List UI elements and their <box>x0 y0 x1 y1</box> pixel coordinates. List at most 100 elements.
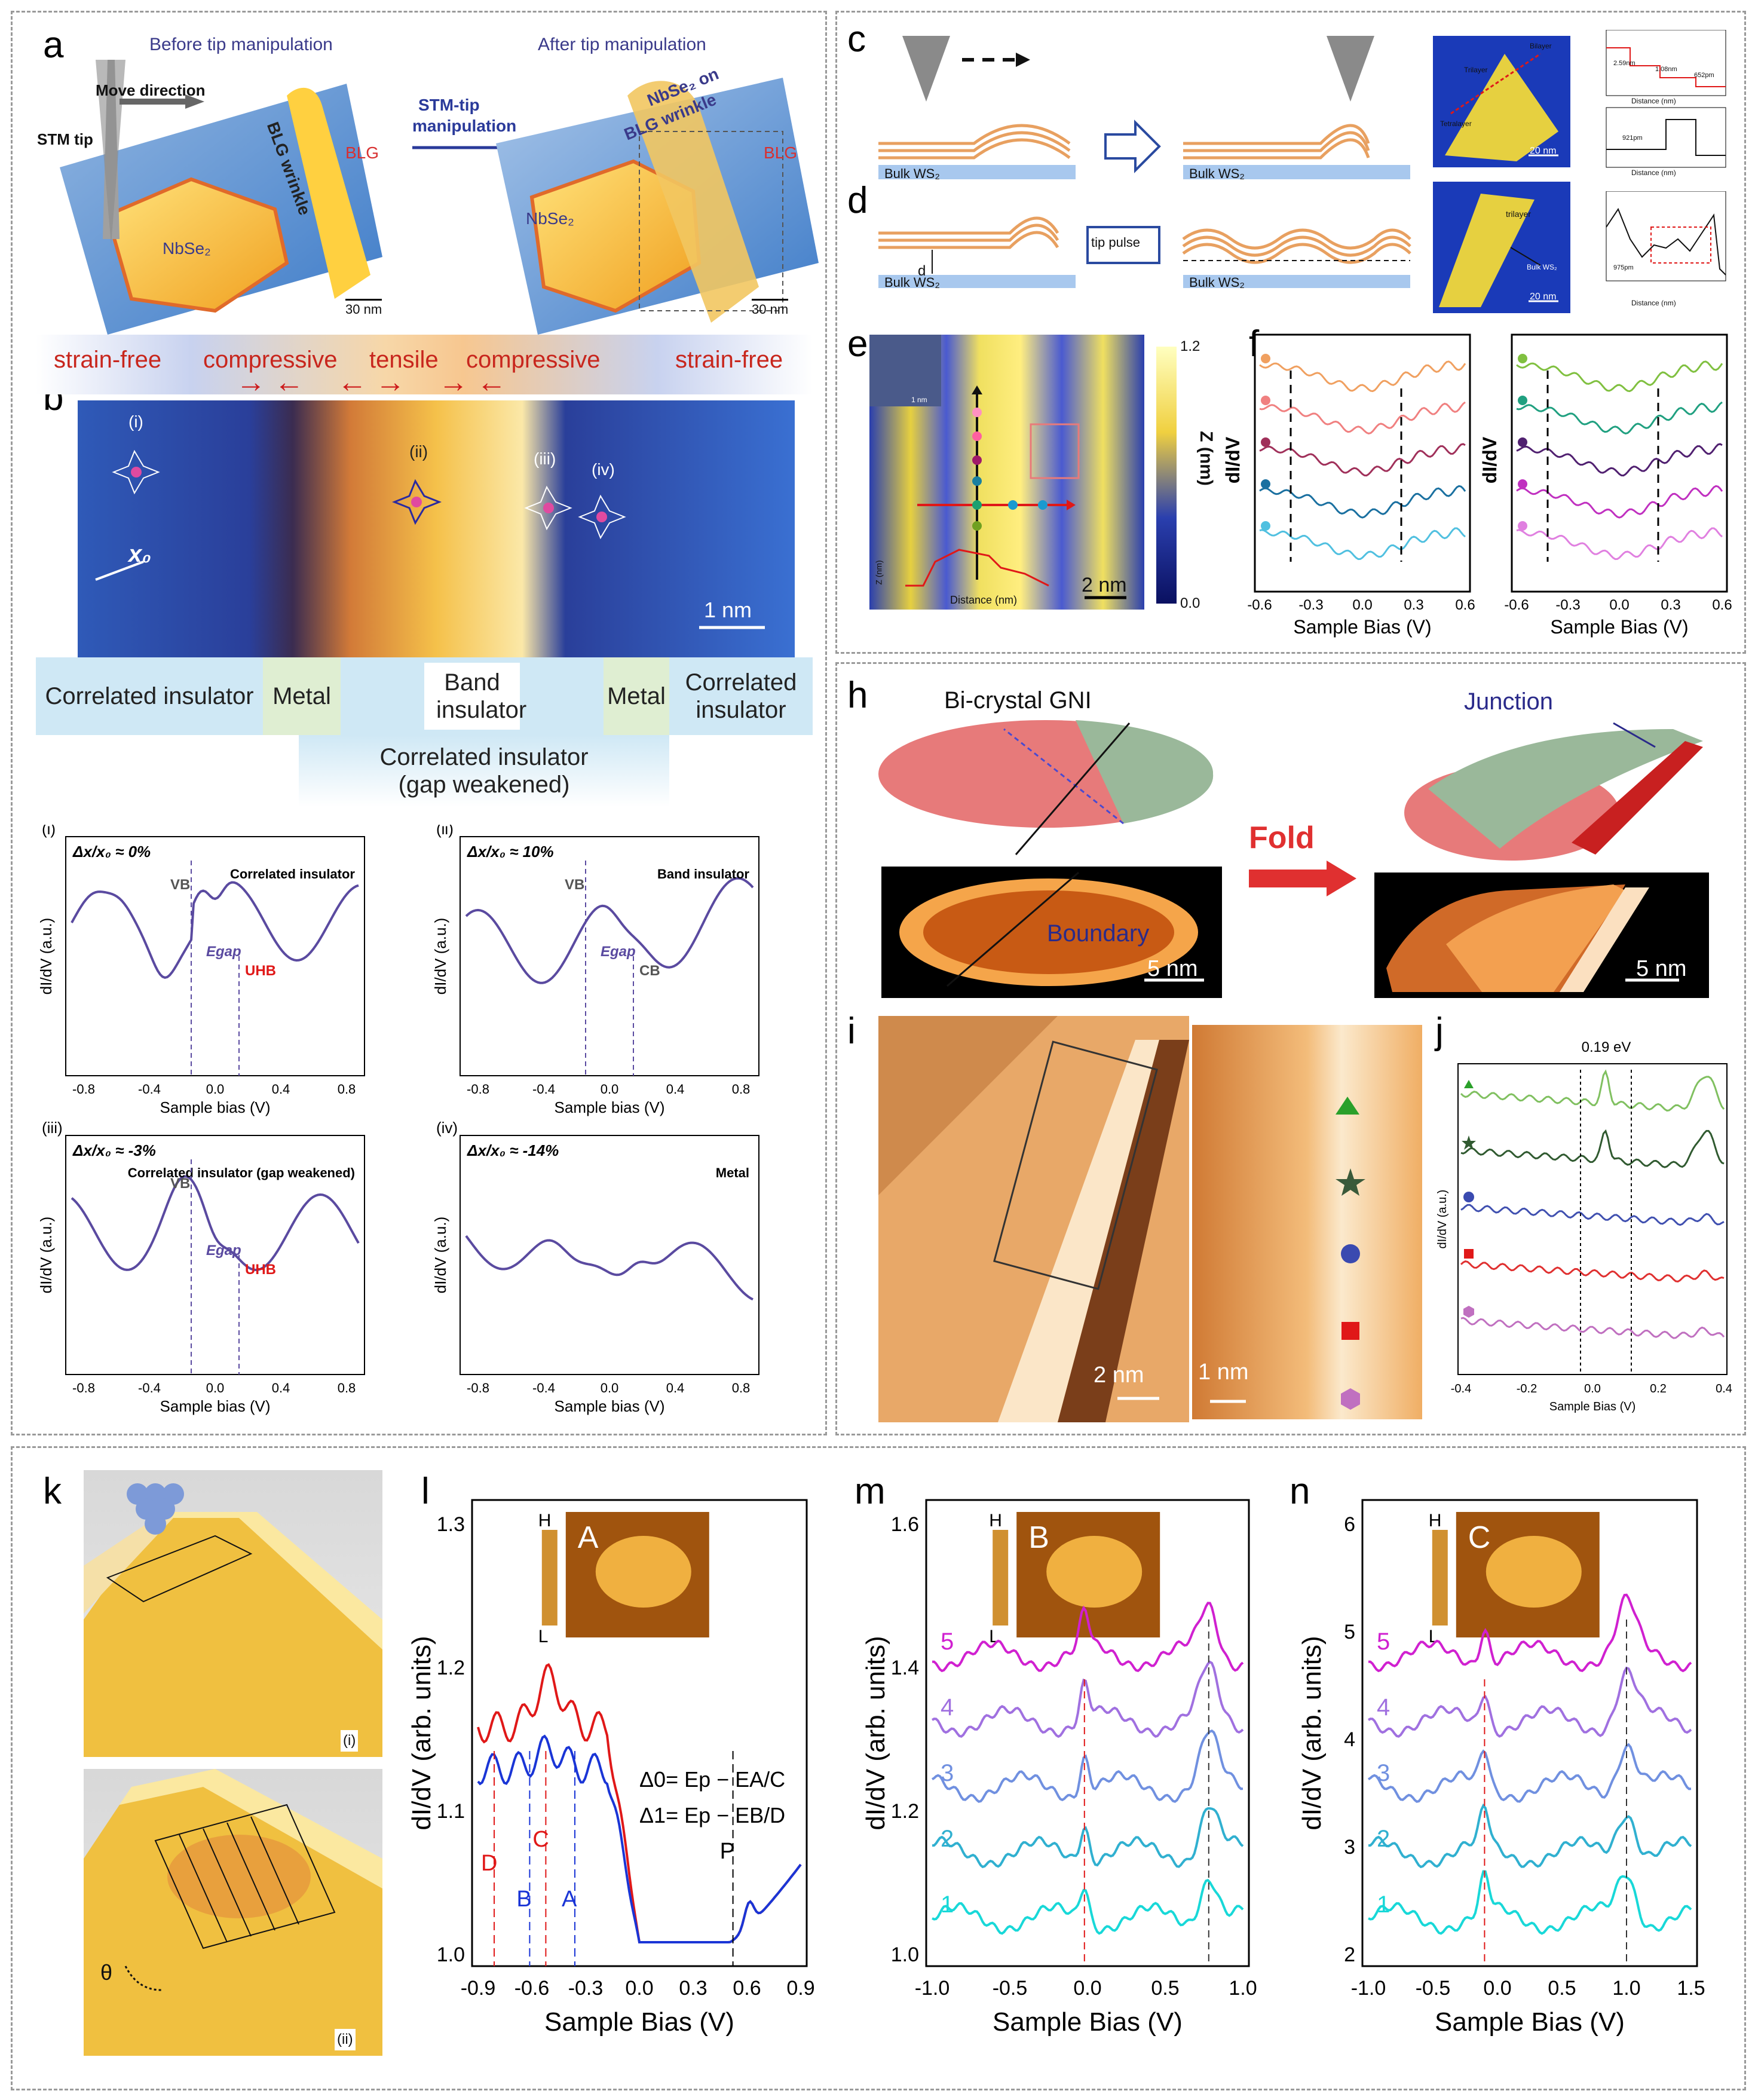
bilayer-c: Bilayer <box>1530 42 1552 50</box>
lspec-inset-label: A <box>578 1520 599 1555</box>
c-val-2: 1.08nm <box>1655 66 1677 73</box>
spectrum-f-curve <box>1259 401 1466 434</box>
nspec-inset-feature <box>1486 1536 1582 1608</box>
spectrum-f-tick: 0.0 <box>1352 597 1372 613</box>
panel-label-j: j <box>1435 1011 1444 1052</box>
spectrum-b-type: Band insulator <box>657 867 749 881</box>
spectrum-b-label: VB <box>170 1175 190 1192</box>
mspec-ytick: 1.2 <box>891 1800 919 1823</box>
spectrum-b-strain: Δx/x₀ ≈ 0% <box>72 843 151 861</box>
scale-h-right: 5 nm <box>1636 956 1687 981</box>
fold-label: Fold <box>1249 821 1315 855</box>
nspec-ytick: 3 <box>1344 1836 1355 1859</box>
spectrum-b-strain: Δx/x₀ ≈ -14% <box>467 1141 559 1159</box>
spectrum-g-tick: 0.0 <box>1609 597 1629 613</box>
mspec-curve-label: 2 <box>941 1826 954 1852</box>
spectrum-b-tick: 0.4 <box>666 1082 685 1097</box>
panel-i-stm-large <box>878 1016 1189 1422</box>
spectrum-b-frame-1 <box>65 836 365 1076</box>
panel-c-stm-image <box>1433 36 1570 167</box>
spectrum-b-ylabel: dI/dV (a.u.) <box>431 918 449 995</box>
spectrum-f-tick: 0.3 <box>1404 597 1423 613</box>
nspec-xtick: -0.5 <box>1416 1977 1451 2000</box>
scale-i-right: 1 nm <box>1198 1360 1249 1385</box>
spectrum-g-marker <box>1518 521 1527 531</box>
lspec-ytick: 1.2 <box>437 1657 465 1679</box>
scale-e: 2 nm <box>1082 574 1127 596</box>
junction-label: Junction <box>1464 688 1553 715</box>
lspec-xlabel: Sample Bias (V) <box>544 2007 734 2037</box>
spectrum-g-marker <box>1518 479 1527 489</box>
panel-label-d: d <box>847 180 868 221</box>
d-label: d <box>918 263 926 279</box>
mspec-inset-cbar <box>993 1530 1009 1625</box>
spectrum-g-tick: 0.6 <box>1712 597 1732 613</box>
spectrum-g-xlabel: Sample Bias (V) <box>1550 616 1688 638</box>
panel-label-h: h <box>847 675 868 716</box>
fold-arrow <box>1249 861 1356 896</box>
stm-manip-arrow-label-2: manipulation <box>412 117 517 135</box>
nspec-curve-label: 2 <box>1377 1826 1390 1852</box>
spectrum-g-tick: -0.6 <box>1504 597 1529 613</box>
spectrum-g-marker <box>1518 396 1527 405</box>
k-label-i: (i) <box>341 1730 359 1752</box>
spectrum-b-tick: -0.4 <box>532 1380 555 1395</box>
spectrum-l-marker-D: D <box>481 1851 497 1876</box>
spectra-g-frame <box>1511 333 1728 593</box>
spectrum-b-tick: 0.8 <box>338 1380 356 1395</box>
region-ci-weakened: Correlated insulator (gap weakened) <box>299 735 669 807</box>
spectrum-g-curve <box>1516 360 1723 393</box>
mspec-curve-label: 5 <box>941 1628 954 1655</box>
e-cbar-min: 0.0 <box>1180 595 1200 611</box>
spectrum-j-tick: 0.4 <box>1716 1382 1732 1395</box>
strain-free-left: strain-free <box>54 347 162 373</box>
scale-c: 20 nm <box>1530 146 1557 156</box>
nspec-ytick: 4 <box>1344 1728 1355 1751</box>
spectrum-b-tick: 0.0 <box>206 1082 225 1097</box>
spectrum-j-marker-star <box>1462 1135 1476 1150</box>
nspec-curve-label: 5 <box>1377 1628 1390 1655</box>
nspec-curve-4 <box>1368 1666 1692 1738</box>
spectrum-b-xlabel: Sample bias (V) <box>160 1397 271 1415</box>
spectrum-b-tag: (iii) <box>42 1119 63 1137</box>
c-distance-2: Distance (nm) <box>1631 169 1676 177</box>
panel-d-stm-image <box>1433 182 1570 313</box>
spectrum-b-1: -0.8 -0.4 0.0 0.4 0.8 Sample bias (V) dI/dV (a… <box>37 825 365 1116</box>
trilayer-d: trilayer <box>1506 209 1532 219</box>
c-val-3: 652pm <box>1694 72 1714 79</box>
spectrum-j-tick: 0.0 <box>1584 1382 1601 1395</box>
spectrum-b-label: Egap <box>206 944 241 960</box>
spectrum-b-2: -0.8 -0.4 0.0 0.4 0.8 Sample bias (V) dI/dV (a… <box>431 825 759 1116</box>
stm-tip-label: STM tip <box>37 130 93 148</box>
spectrum-j-curve <box>1460 1069 1725 1112</box>
spectrum-b-label: VB <box>170 877 190 893</box>
nspec-xlabel: Sample Bias (V) <box>1435 2007 1625 2037</box>
spectrum-l-marker-A: A <box>562 1887 577 1912</box>
spectrum-f-tick: -0.3 <box>1298 597 1323 613</box>
compressive-right: compressive <box>466 347 601 373</box>
spectra-f: -0.6 -0.3 0.0 0.3 0.6 Sample Bias (V) dI/dV <box>1222 333 1475 638</box>
lspec-xtick: -0.6 <box>514 1977 550 2000</box>
spectrum-b-label: UHB <box>245 963 276 979</box>
spectrum-b-tick: -0.8 <box>72 1082 95 1097</box>
bulk-ws2-d-img: Bulk WS₂ <box>1527 263 1557 271</box>
spectrum-j-tick: -0.2 <box>1517 1382 1537 1395</box>
e-distance: Distance (nm) <box>950 594 1018 606</box>
mspec-curve-2 <box>932 1807 1244 1869</box>
spectrum-f-marker <box>1261 396 1270 405</box>
panel-m-spectra: 1.0 1.2 1.4 1.6 -1.0 -0.5 0.0 0.5 1.0 Sample Bias… <box>861 1499 1257 2037</box>
lspec-ytick: 1.3 <box>437 1513 465 1536</box>
spectrum-b-label: Egap <box>206 1242 241 1259</box>
spectrum-b-label: VB <box>565 877 584 893</box>
spectrum-b-curve-3 <box>71 1175 360 1272</box>
spectrum-b-type: Metal <box>716 1165 749 1180</box>
panel-k-schematic-ii <box>84 1769 382 2056</box>
lspec-xtick: 0.3 <box>679 1977 707 2000</box>
lspec-ylabel: dI/dV (arb. units) <box>407 1636 436 1830</box>
e-z-axis: Z (nm) <box>874 560 884 585</box>
panel-b-spectra: -0.8 -0.4 0.0 0.4 0.8 Sample bias (V) dI/dV (a… <box>37 825 759 1415</box>
panel-e-stm-image <box>869 335 1144 610</box>
spectrum-j-curve <box>1460 1317 1725 1339</box>
spectrum-f-marker <box>1261 479 1270 489</box>
